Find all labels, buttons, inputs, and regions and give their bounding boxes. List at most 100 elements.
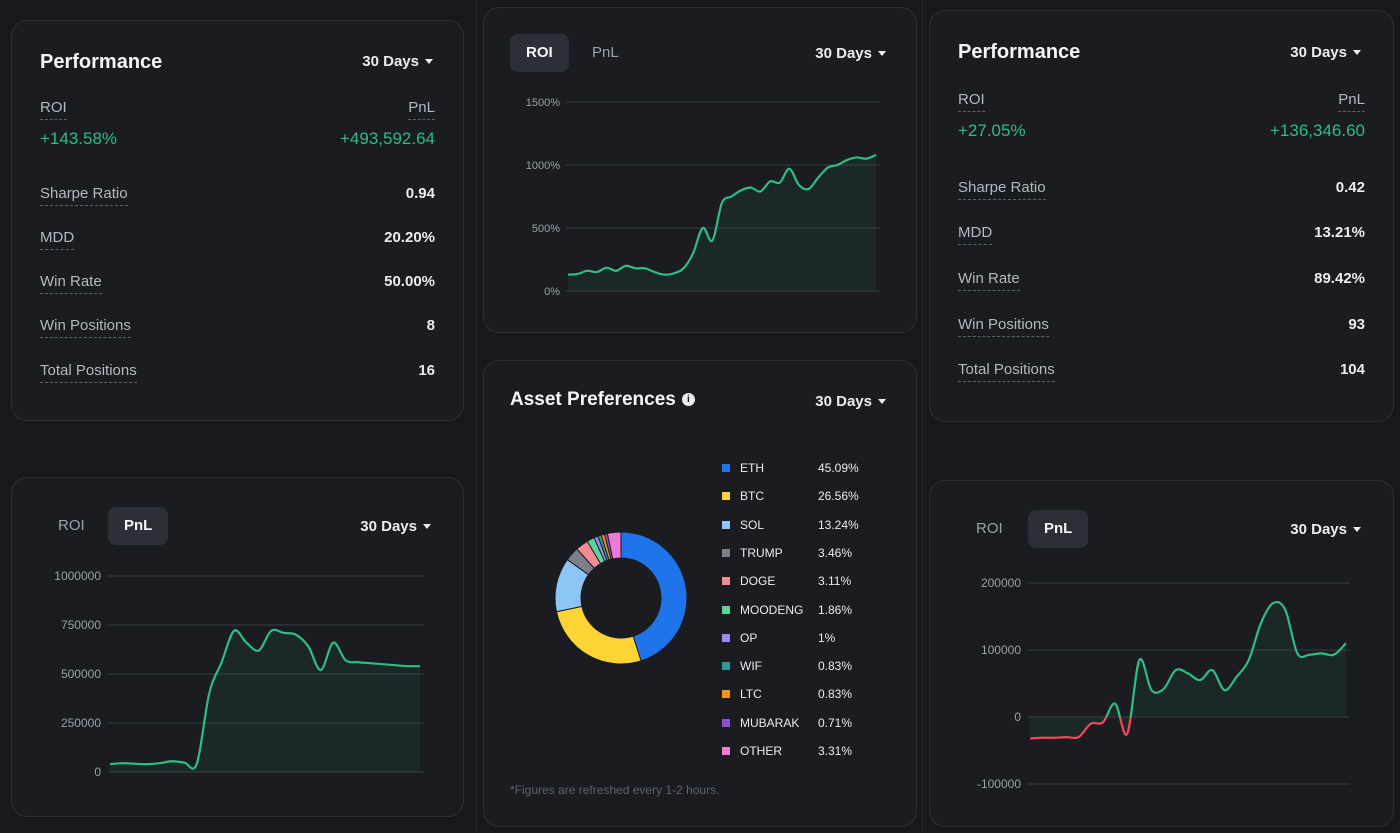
caret-down-icon [425,59,433,64]
period-dropdown[interactable]: 30 Days [1290,521,1361,538]
legend-item-sol: SOL 13.24% [722,518,878,532]
legend-name: ETH [740,461,764,475]
y-tick-label: 0 [94,765,101,779]
tab-pnl[interactable]: PnL [592,44,619,61]
pnl-label: PnL [1338,91,1365,112]
roi-chart-card: ROI PnL 30 Days 1500% 1000% 500% 0% [483,7,917,333]
mdd-value: 13.21% [1314,224,1365,241]
win-rate-label: Win Rate [40,273,102,294]
performance-card-right: Performance 30 Days ROI PnL +27.05% +136… [929,10,1394,422]
tab-roi[interactable]: ROI [58,517,85,534]
total-positions-value: 16 [418,362,435,379]
legend-name: WIF [740,659,762,674]
legend-swatch [722,633,730,642]
legend-item-btc: BTC 26.56% [722,489,878,503]
legend-percent: 13.24% [818,517,859,532]
legend-swatch [722,492,730,501]
legend-percent: 0.83% [818,687,853,702]
win-positions-value: 8 [426,317,435,334]
area-fill [1030,601,1346,739]
pnl-value: +493,592.64 [339,129,435,148]
period-dropdown[interactable]: 30 Days [362,53,433,70]
period-dropdown[interactable]: 30 Days [815,393,886,410]
y-tick-label: 0 [1014,710,1021,724]
legend-swatch [722,662,730,671]
caret-down-icon [878,399,886,404]
legend-name: MUBARAK [740,715,800,730]
legend-item-doge: DOGE 3.11% [722,574,878,588]
area-fill [568,154,876,291]
legend-swatch [722,690,730,699]
legend-percent: 1.86% [818,602,853,617]
period-label: 30 Days [1290,44,1347,61]
mdd-label: MDD [40,229,75,250]
tab-pnl[interactable]: PnL [108,507,169,545]
win-positions-label: Win Positions [958,316,1049,337]
card-title: Performance [958,41,1081,63]
legend-swatch [722,548,730,557]
legend-swatch [722,577,730,586]
pnl-chart-card-right: ROI PnL 30 Days 200000 100000 0 -100000 [929,480,1394,827]
legend-name: OP [740,630,758,645]
legend-percent: 3.11% [818,574,852,589]
win-rate-label: Win Rate [958,270,1020,291]
legend-swatch [722,718,730,727]
total-positions-label: Total Positions [958,361,1055,382]
y-tick-label: -100000 [977,777,1021,791]
win-rate-value: 89.42% [1314,270,1365,287]
y-tick-label: 500% [532,223,560,235]
legend-percent: 45.09% [818,461,859,475]
y-tick-label: 750000 [61,618,101,632]
period-dropdown[interactable]: 30 Days [1290,44,1361,61]
period-label: 30 Days [815,393,872,410]
y-tick-label: 500000 [61,667,101,681]
legend-percent: 0.83% [818,659,853,674]
legend-item-other: OTHER 3.31% [722,744,878,758]
donut-slice-eth [620,531,688,662]
legend-name: SOL [740,517,765,532]
period-dropdown[interactable]: 30 Days [815,45,886,62]
caret-down-icon [878,51,886,56]
period-label: 30 Days [1290,521,1347,538]
legend-item-ltc: LTC 0.83% [722,687,878,701]
period-label: 30 Days [362,53,419,70]
pnl-line-chart: 200000 100000 0 -100000 [977,576,1350,791]
sharpe-ratio-value: 0.94 [405,185,435,202]
sharpe-ratio-label: Sharpe Ratio [958,179,1046,200]
period-label: 30 Days [815,45,872,62]
tab-roi[interactable]: ROI [976,520,1003,537]
legend-swatch [722,605,730,614]
period-dropdown[interactable]: 30 Days [360,518,431,535]
tab-pnl[interactable]: PnL [1028,510,1089,548]
y-tick-label: 100000 [981,643,1021,657]
legend-name: LTC [740,687,762,702]
period-label: 30 Days [360,518,417,535]
column-divider [922,0,923,833]
y-tick-label: 0% [544,286,560,298]
legend-percent: 3.31% [818,744,853,758]
roi-value: +27.05% [958,121,1026,140]
performance-card-left: Performance 30 Days ROI PnL +143.58% +49… [11,20,464,421]
donut-slice-btc [555,605,642,665]
series-line [109,628,421,770]
win-positions-value: 93 [1348,316,1365,333]
legend-item-eth: ETH 45.09% [722,461,878,475]
legend-swatch [722,747,730,755]
card-title: Performance [40,51,163,73]
legend-item-trump: TRUMP 3.46% [722,546,878,560]
legend-percent: 3.46% [818,545,853,560]
legend-percent: 0.71% [818,715,853,730]
y-tick-label: 200000 [981,576,1021,590]
info-icon[interactable]: i [681,393,695,407]
series-line-negative [1029,717,1132,740]
series-line [567,153,877,276]
total-positions-value: 104 [1339,361,1365,378]
legend-item-op: OP 1% [722,631,878,645]
roi-label: ROI [958,91,985,112]
column-divider [476,0,477,833]
legend-swatch [722,520,730,529]
mdd-value: 20.20% [384,229,435,246]
pnl-value: +136,346.60 [1269,121,1365,140]
tab-roi[interactable]: ROI [510,34,569,72]
legend-name: TRUMP [740,545,783,560]
